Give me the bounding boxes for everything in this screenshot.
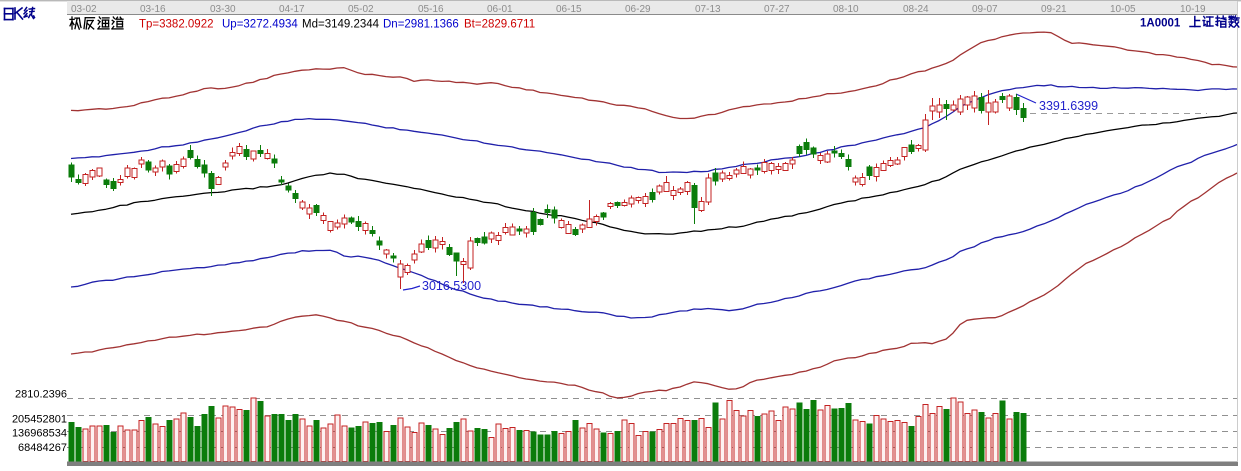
svg-text:Md=3149.2344: Md=3149.2344 (302, 19, 380, 31)
svg-text:09-07: 09-07 (972, 4, 998, 15)
svg-text:07-27: 07-27 (764, 4, 790, 15)
svg-text:03-02: 03-02 (71, 4, 97, 15)
svg-text:Bt=2829.6711: Bt=2829.6711 (464, 19, 535, 31)
svg-text:03-16: 03-16 (140, 4, 166, 15)
svg-text:09-21: 09-21 (1041, 4, 1067, 15)
svg-text:205452801: 205452801 (12, 414, 67, 426)
svg-text:136968534: 136968534 (12, 428, 67, 440)
svg-text:1A0001: 1A0001 (1140, 18, 1181, 30)
svg-text:07-13: 07-13 (695, 4, 721, 15)
svg-text:04-17: 04-17 (279, 4, 305, 15)
svg-text:Dn=2981.1366: Dn=2981.1366 (383, 19, 459, 31)
svg-text:10-05: 10-05 (1110, 4, 1136, 15)
svg-text:Up=3272.4934: Up=3272.4934 (222, 19, 298, 31)
svg-text:08-10: 08-10 (833, 4, 859, 15)
svg-text:3016.5300: 3016.5300 (422, 279, 481, 293)
svg-text:05-16: 05-16 (418, 4, 444, 15)
svg-text:10-19: 10-19 (1180, 4, 1206, 15)
svg-text:3391.6399: 3391.6399 (1039, 99, 1098, 113)
svg-text:06-01: 06-01 (487, 4, 513, 15)
svg-text:06-15: 06-15 (556, 4, 582, 15)
svg-text:68484267: 68484267 (18, 442, 67, 454)
svg-text:2810.2396: 2810.2396 (15, 389, 67, 401)
svg-text:Tp=3382.0922: Tp=3382.0922 (139, 19, 214, 31)
svg-text:08-24: 08-24 (903, 4, 929, 15)
svg-text:03-30: 03-30 (210, 4, 236, 15)
svg-text:05-02: 05-02 (348, 4, 374, 15)
svg-text:06-29: 06-29 (625, 4, 651, 15)
